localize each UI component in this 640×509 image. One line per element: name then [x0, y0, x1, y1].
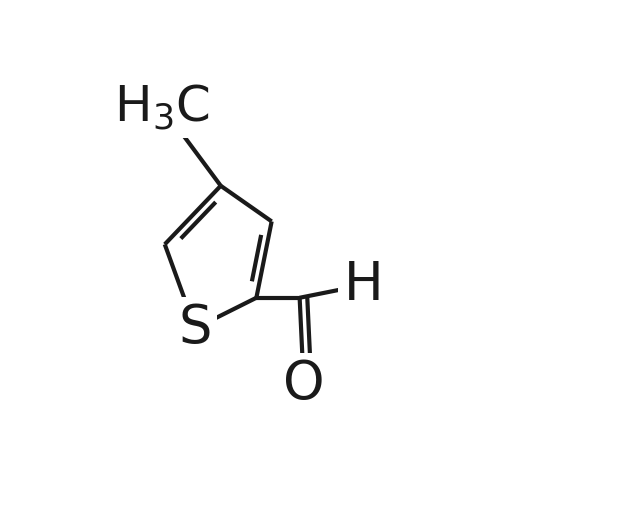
Text: $\mathdefault{H_3C}$: $\mathdefault{H_3C}$ — [115, 82, 210, 132]
Text: H: H — [344, 259, 383, 311]
Text: S: S — [179, 302, 212, 354]
Text: O: O — [283, 358, 324, 410]
